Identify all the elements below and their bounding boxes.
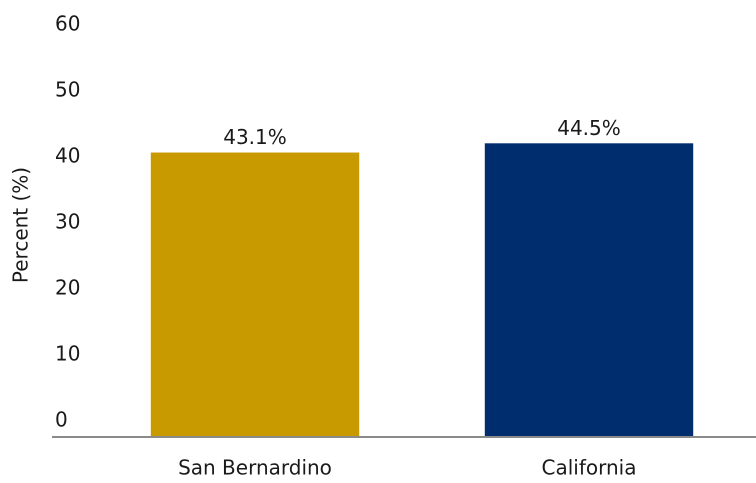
- data-label: 44.5%: [557, 116, 621, 140]
- y-tick-label: 60: [55, 12, 80, 36]
- y-axis-label: Percent (%): [9, 167, 33, 283]
- y-tick-label: 0: [55, 408, 68, 432]
- data-label: 43.1%: [223, 125, 287, 149]
- bar: [484, 143, 694, 438]
- y-tick-label: 10: [55, 342, 80, 366]
- y-tick-label: 20: [55, 276, 80, 300]
- bar: [150, 152, 360, 438]
- y-tick-label: 30: [55, 210, 80, 234]
- x-tick-label: San Bernardino: [178, 456, 332, 480]
- y-tick-label: 40: [55, 144, 80, 168]
- y-tick-label: 50: [55, 78, 80, 102]
- x-tick-label: California: [542, 456, 637, 480]
